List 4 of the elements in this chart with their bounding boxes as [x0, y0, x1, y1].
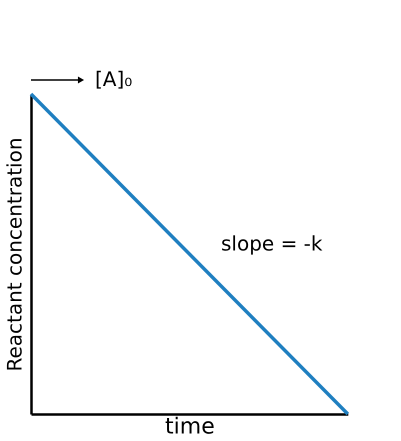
x-axis-title: time: [165, 414, 215, 440]
y-axis-title: Reactant concentration: [2, 137, 26, 372]
text: [A]₀: [95, 67, 132, 91]
annotation: slope = -k: [221, 231, 323, 256]
